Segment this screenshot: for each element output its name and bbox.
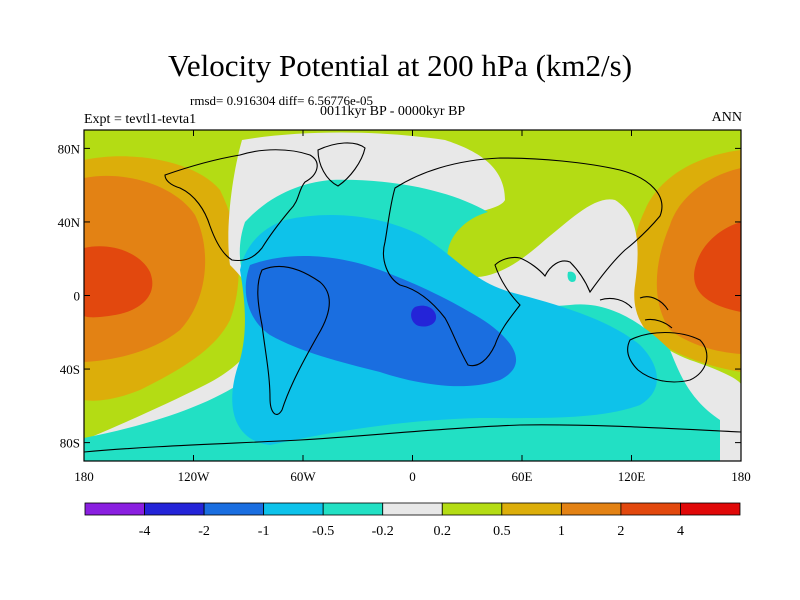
x-tick-label: 180: [731, 469, 751, 484]
colorbar-level-label: -0.5: [312, 524, 334, 539]
colorbar-level-label: -1: [258, 524, 270, 539]
colorbar-level-label: 0.2: [434, 524, 452, 539]
colorbar-swatch: [322, 502, 384, 516]
colorbar-swatch: [263, 502, 324, 516]
contour-minus-1: [245, 255, 517, 387]
axis-ticks: 180 120W 60W 0 60E 120E 180 80N 40N 0 40S 80S: [58, 130, 751, 484]
coast-australia: [627, 332, 708, 383]
y-tick-label: 80N: [58, 141, 81, 156]
contour-minus-2: [411, 305, 437, 327]
x-tick-label: 120W: [178, 469, 211, 484]
x-tick-label: 60E: [512, 469, 533, 484]
y-tick-label: 40S: [60, 362, 80, 377]
colorbar-swatch: [144, 502, 205, 516]
coast-greenland: [317, 142, 366, 187]
plot-title: Velocity Potential at 200 hPa (km2/s): [167, 48, 633, 83]
contour-pacific-east-4: [694, 222, 741, 312]
colorbar-level-label: -0.2: [372, 524, 394, 539]
y-tick-label: 0: [74, 289, 81, 304]
coast-north-america: [164, 149, 318, 262]
y-tick-label: 80S: [60, 436, 80, 451]
colorbar: -4 -2 -1 -0.5 -0.2 0.2 0.5 1 2 4: [84, 502, 741, 539]
season-label: ANN: [711, 110, 742, 125]
stats-label: rmsd= 0.916304 diff= 6.56776e-05: [190, 93, 374, 108]
colorbar-swatch: [560, 502, 622, 516]
colorbar-swatch: [441, 502, 503, 516]
x-tick-label: 180: [74, 469, 94, 484]
colorbar-swatch: [501, 502, 562, 516]
x-tick-label: 120E: [618, 469, 646, 484]
colorbar-level-label: -2: [198, 524, 210, 539]
colorbar-swatch: [680, 502, 741, 516]
coast-africa-eurasia: [382, 157, 663, 367]
colorbar-level-label: 2: [617, 524, 624, 539]
experiment-label: Expt = tevtl1-tevta1: [84, 112, 197, 127]
x-tick-label: 0: [409, 469, 416, 484]
contour-pacific-west-4: [84, 246, 153, 318]
y-tick-label: 40N: [58, 215, 81, 230]
velocity-potential-field: [84, 130, 741, 461]
colorbar-level-label: -4: [139, 524, 151, 539]
contour-india-patch: [567, 271, 577, 282]
period-subtitle: 0011kyr BP - 0000kyr BP: [320, 104, 466, 119]
coastlines: [84, 142, 741, 453]
colorbar-swatch: [382, 502, 443, 516]
coast-south-america: [257, 265, 330, 415]
colorbar-level-label: 0.5: [493, 524, 511, 539]
colorbar-swatch: [84, 502, 145, 516]
colorbar-swatch: [620, 502, 681, 516]
colorbar-swatch: [203, 502, 265, 516]
colorbar-level-label: 4: [677, 524, 684, 539]
coast-maritime-continent: [599, 296, 673, 329]
colorbar-level-label: 1: [558, 524, 565, 539]
coast-antarctica: [84, 424, 741, 453]
x-tick-label: 60W: [290, 469, 316, 484]
